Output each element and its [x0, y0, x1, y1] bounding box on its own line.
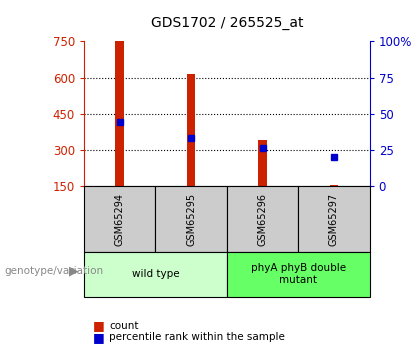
- Bar: [155, 186, 227, 252]
- Text: GSM65297: GSM65297: [329, 193, 339, 246]
- Bar: [330, 185, 338, 186]
- Text: ■: ■: [92, 319, 104, 333]
- Bar: [298, 186, 370, 252]
- Text: ■: ■: [92, 331, 104, 344]
- Bar: [227, 186, 298, 252]
- Bar: [84, 252, 227, 297]
- Text: GSM65296: GSM65296: [257, 193, 268, 246]
- Text: GSM65295: GSM65295: [186, 193, 196, 246]
- Bar: [258, 140, 267, 186]
- Text: GSM65294: GSM65294: [115, 193, 125, 246]
- Text: phyA phyB double
mutant: phyA phyB double mutant: [251, 264, 346, 285]
- Text: count: count: [109, 321, 139, 331]
- Bar: [227, 252, 370, 297]
- Bar: [116, 41, 124, 186]
- Bar: [84, 186, 155, 252]
- Text: ▶: ▶: [69, 264, 79, 277]
- Text: percentile rank within the sample: percentile rank within the sample: [109, 333, 285, 342]
- Text: GDS1702 / 265525_at: GDS1702 / 265525_at: [150, 16, 303, 30]
- Text: wild type: wild type: [131, 269, 179, 279]
- Bar: [187, 74, 195, 186]
- Text: genotype/variation: genotype/variation: [4, 266, 103, 276]
